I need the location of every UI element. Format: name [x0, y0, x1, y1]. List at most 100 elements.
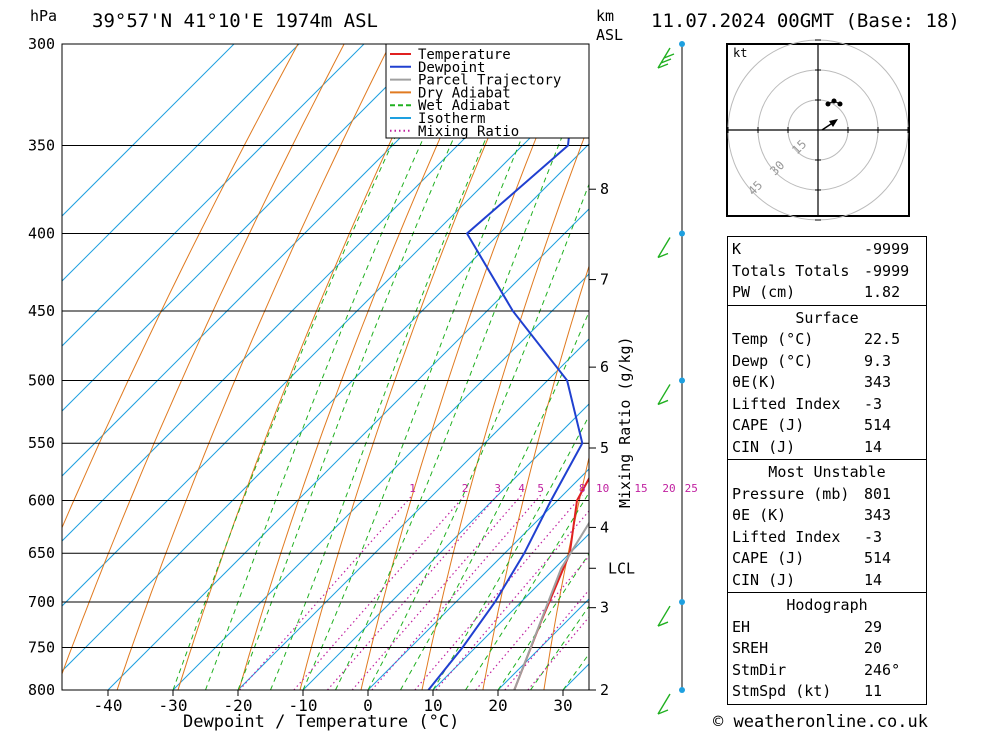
wet-adiabat-line: [270, 44, 528, 690]
pressure-tick-label: 550: [28, 434, 55, 452]
most-unstable-index-value: 801: [864, 484, 892, 503]
dry-adiabat-line: [482, 264, 589, 690]
hodograph-index-label: EH: [732, 617, 751, 636]
height-tick-label: 2: [600, 681, 609, 699]
x-tick-label: -10: [289, 696, 318, 715]
legend-entry: Isotherm: [418, 111, 485, 127]
height-tick-label: 7: [600, 271, 609, 289]
hodograph-indices-section: Hodograph EH 29 SREH 20 StmDir 246° StmSpd (kt…: [727, 593, 927, 705]
mixing-ratio-label: 5: [537, 482, 544, 495]
most-unstable-index-row: θE (K) 343: [732, 505, 922, 527]
isotherm-line: [432, 533, 589, 690]
mixing-ratio-label: 10: [596, 482, 609, 495]
plot-frame: [61, 43, 590, 691]
profile-lines: [427, 44, 589, 690]
surface-index-value: 514: [864, 416, 892, 434]
mixing-ratio-line: [293, 494, 466, 690]
mixing-ratio-label: 1: [409, 482, 416, 495]
x-axis-title: Dewpoint / Temperature (°C): [183, 712, 459, 732]
pressure-tick-label: 650: [28, 544, 55, 562]
isotherm-line: [367, 468, 589, 690]
wind-barb-flag: [657, 252, 669, 259]
wind-barb-staff: [657, 237, 671, 258]
surface-index-label: θE(K): [732, 373, 778, 391]
basic-indices-section: K -9999 Totals Totals -9999 PW (cm) 1.82: [727, 236, 927, 306]
hodograph-unit-label: kt: [733, 46, 747, 60]
hodograph-index-row: StmDir 246°: [732, 660, 922, 682]
surface-index-label: Temp (°C): [732, 330, 814, 348]
dewpoint-profile: [427, 44, 584, 690]
wind-level-dot: [679, 377, 685, 384]
wind-barb-flag: [663, 53, 675, 59]
most-unstable-section: Most Unstable Pressure (mb) 801 θE (K) 343 L…: [727, 460, 927, 593]
hodograph-section-title: Hodograph: [786, 596, 868, 614]
height-tick-label: 8: [600, 180, 609, 198]
wet-adiabat-line: [237, 44, 497, 690]
wind-level-dot: [679, 599, 685, 606]
wet-adiabat-line: [465, 491, 589, 690]
x-tick-label: 30: [553, 696, 572, 715]
pressure-tick-label: 450: [28, 302, 55, 320]
most-unstable-index-value: 14: [864, 570, 883, 589]
hodograph-index-value: 20: [864, 639, 883, 657]
most-unstable-index-label: CIN (J): [732, 570, 796, 589]
x-tick-label: -20: [224, 696, 253, 715]
isotherm-line: [62, 44, 430, 412]
isotherm-line: [62, 143, 589, 672]
surface-index-label: Dewp (°C): [732, 351, 814, 370]
wet-adiabat-line: [335, 68, 589, 690]
wind-barb-flag: [657, 709, 669, 715]
most-unstable-index-value: 514: [864, 549, 892, 567]
height-tick-label: 5: [600, 439, 609, 457]
x-tick-label: -40: [94, 696, 123, 715]
mixing-ratio-line: [351, 494, 523, 690]
basic-index-value: -9999: [864, 240, 910, 258]
wind-barb-flag: [660, 58, 672, 64]
legend-entry: Wet Adiabat: [418, 98, 511, 114]
hodograph-index-row: EH 29: [732, 617, 922, 639]
surface-index-label: Lifted Index: [732, 394, 841, 413]
dry-adiabat-line: [360, 44, 575, 690]
surface-section-title: Surface: [795, 308, 859, 327]
surface-index-value: 9.3: [864, 351, 892, 370]
isotherm-line: [172, 273, 589, 690]
x-tick-label: 10: [423, 696, 442, 715]
surface-index-row: CIN (J) 14: [732, 437, 922, 459]
x-tick-label: -30: [159, 696, 188, 715]
surface-index-row: θE(K) 343: [732, 372, 922, 394]
datetime-title: 11.07.2024 00GMT (Base: 18): [651, 10, 960, 32]
most-unstable-index-row: CIN (J) 14: [732, 570, 922, 592]
hodograph-index-value: 246°: [864, 660, 901, 679]
pressure-unit-label: hPa: [30, 7, 57, 25]
hodograph-point: [825, 101, 831, 107]
most-unstable-index-row: Lifted Index -3: [732, 527, 922, 549]
wind-barb-column: [657, 41, 685, 715]
surface-index-row: Dewp (°C) 9.3: [732, 351, 922, 373]
wind-level-dot: [679, 687, 685, 693]
most-unstable-index-label: θE (K): [732, 506, 787, 524]
most-unstable-index-label: Pressure (mb): [732, 484, 850, 503]
basic-index-label: PW (cm): [732, 283, 796, 301]
pressure-tick-label: 750: [28, 638, 55, 656]
basic-index-label: K: [732, 240, 742, 258]
wet-adiabat-line: [205, 44, 468, 690]
hodograph-index-label: SREH: [732, 639, 769, 657]
isotherm-line: [62, 44, 560, 542]
mixing-ratio-axis-title: Mixing Ratio (g/kg): [616, 336, 634, 508]
legend-entry: Temperature: [418, 47, 511, 63]
surface-index-value: 14: [864, 437, 883, 456]
height-tick-label: LCL: [608, 559, 635, 577]
height-tick-label: 6: [600, 358, 609, 376]
surface-index-row: Temp (°C) 22.5: [732, 329, 922, 351]
mixing-ratio-line: [239, 494, 413, 690]
wind-barb-flag: [657, 399, 669, 406]
legend-entry: Parcel Trajectory: [418, 73, 561, 89]
height-tick-label: 3: [600, 599, 609, 617]
dry-adiabat-line: [543, 455, 589, 690]
dry-adiabat-line: [116, 44, 391, 690]
wind-barb-staff: [657, 384, 671, 405]
